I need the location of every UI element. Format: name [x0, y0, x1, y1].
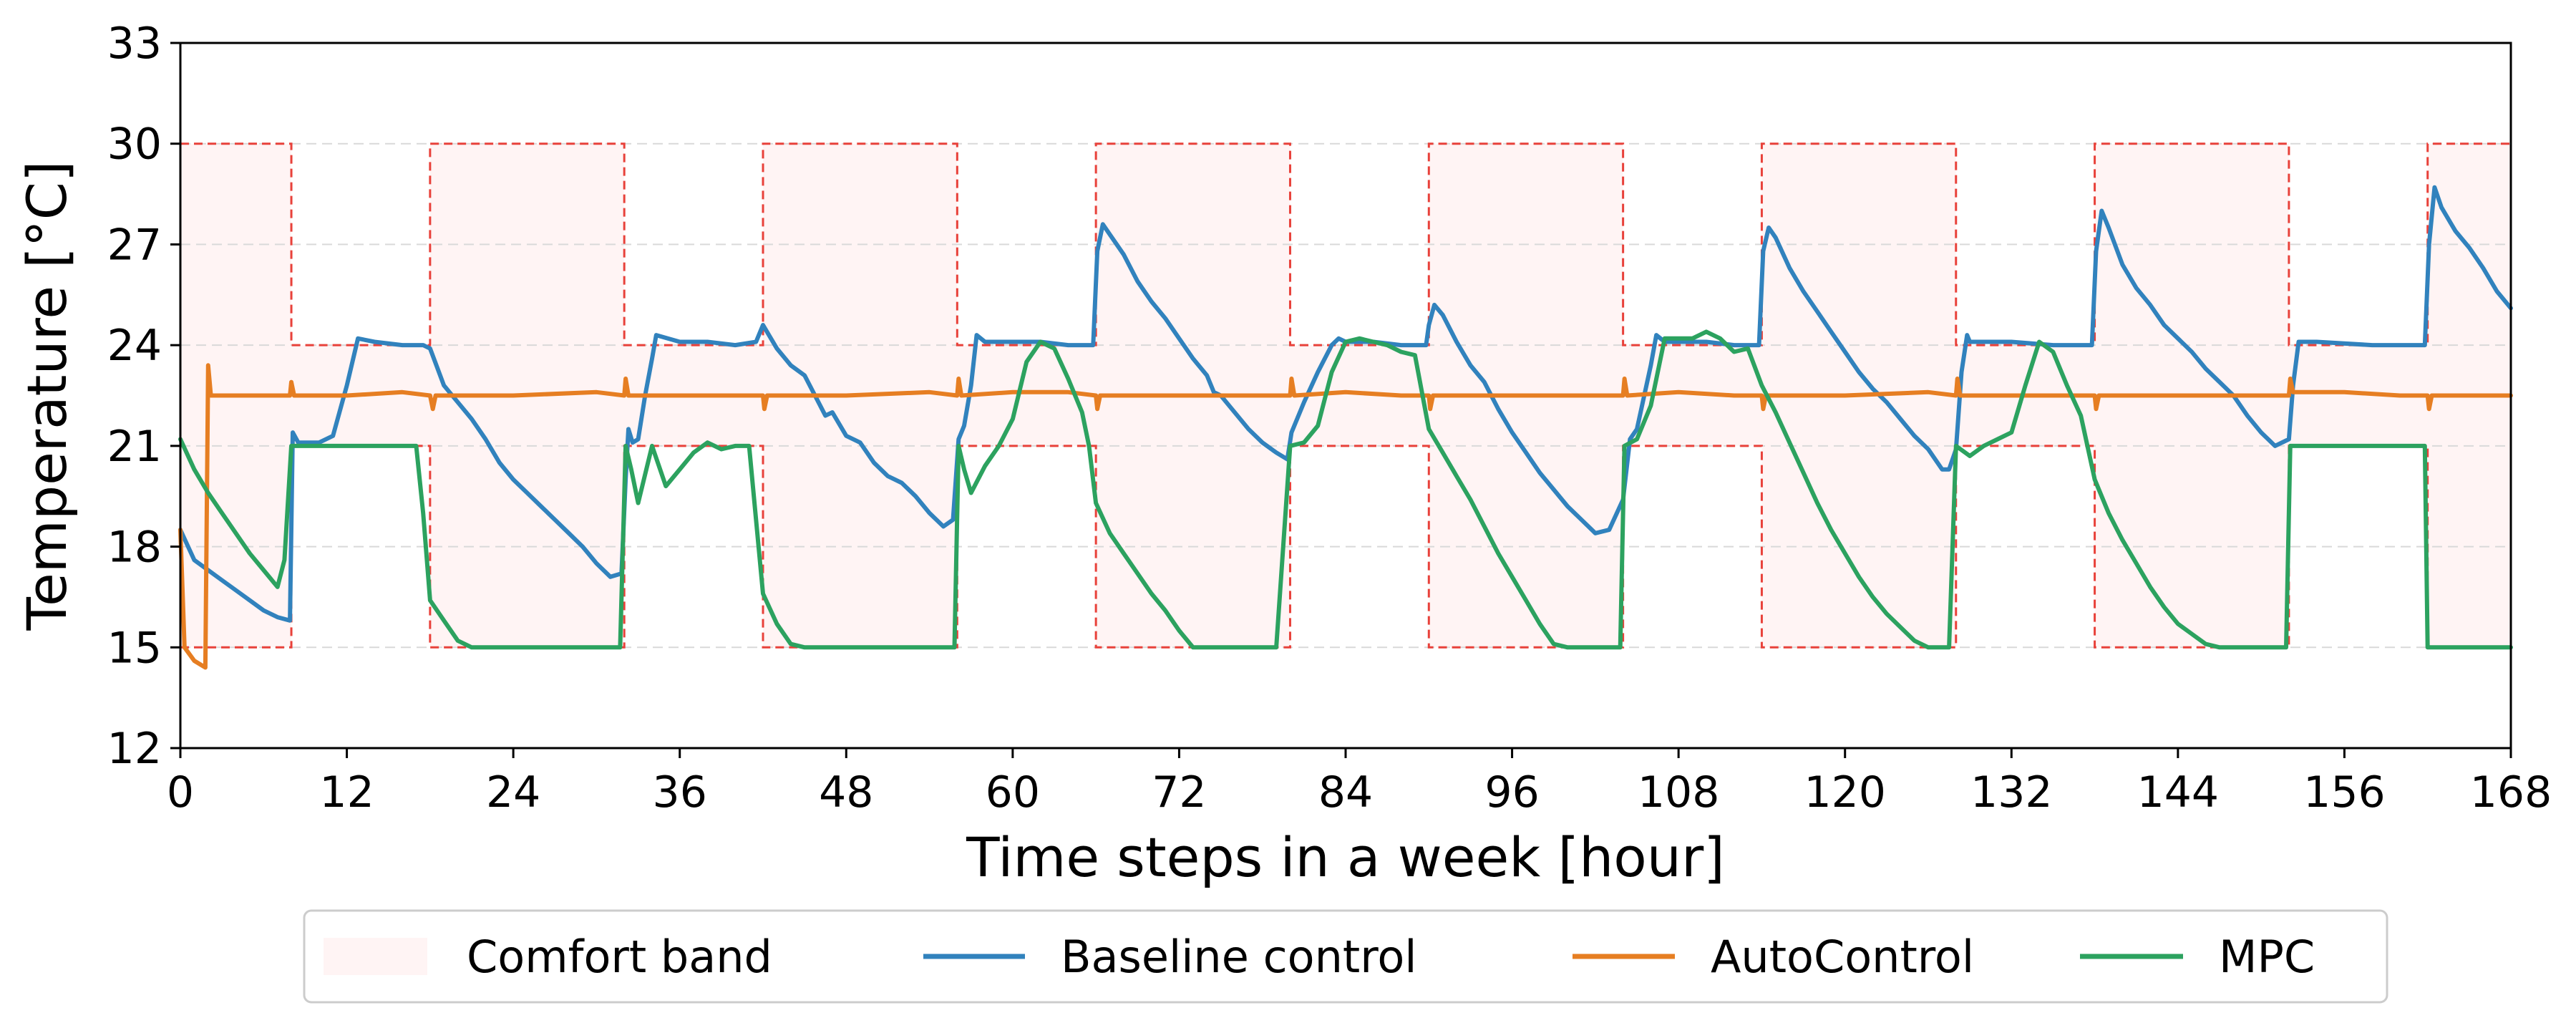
x-tick-label: 36	[653, 767, 707, 818]
x-tick-label: 0	[167, 767, 194, 818]
x-tick-label: 12	[319, 767, 374, 818]
y-axis-label: Temperature [°C]	[15, 161, 79, 631]
comfort-band-upper-edge	[180, 142, 2511, 346]
y-tick-label: 15	[107, 623, 162, 673]
legend-label-autocontrol: AutoControl	[1711, 931, 1974, 983]
x-tick-label: 132	[1970, 767, 2053, 818]
x-tick-label: 168	[2470, 767, 2552, 818]
y-tick-label: 27	[107, 220, 162, 270]
legend-label-baseline-control: Baseline control	[1061, 931, 1416, 983]
x-tick-label: 156	[2303, 767, 2386, 818]
legend-swatch-comfort-band	[324, 938, 427, 975]
x-tick-label: 84	[1318, 767, 1373, 818]
y-tick-label: 30	[107, 120, 162, 170]
y-tick-label: 21	[107, 422, 162, 472]
x-tick-label: 96	[1484, 767, 1539, 818]
x-tick-label: 144	[2137, 767, 2220, 818]
x-tick-label: 120	[1804, 767, 1886, 818]
legend: Comfort band Baseline control AutoContro…	[303, 909, 2388, 1004]
x-tick-label: 48	[819, 767, 873, 818]
x-tick-label: 108	[1638, 767, 1720, 818]
legend-box	[303, 909, 2388, 1004]
y-tick-label: 18	[107, 523, 162, 573]
series-line-autocontrol	[178, 363, 2513, 670]
series-line-mpc	[178, 329, 2513, 650]
x-axis-label: Time steps in a week [hour]	[966, 825, 1725, 889]
y-tick-label: 24	[107, 321, 162, 371]
comfort-band-lower-edge	[180, 445, 2511, 649]
y-tick-label: 33	[107, 19, 162, 69]
x-tick-label: 60	[986, 767, 1040, 818]
x-tick-label: 72	[1152, 767, 1206, 818]
x-tick-label: 24	[486, 767, 540, 818]
legend-label-mpc: MPC	[2219, 931, 2315, 983]
y-tick-label: 12	[107, 724, 162, 774]
legend-label-comfort-band: Comfort band	[467, 931, 772, 983]
